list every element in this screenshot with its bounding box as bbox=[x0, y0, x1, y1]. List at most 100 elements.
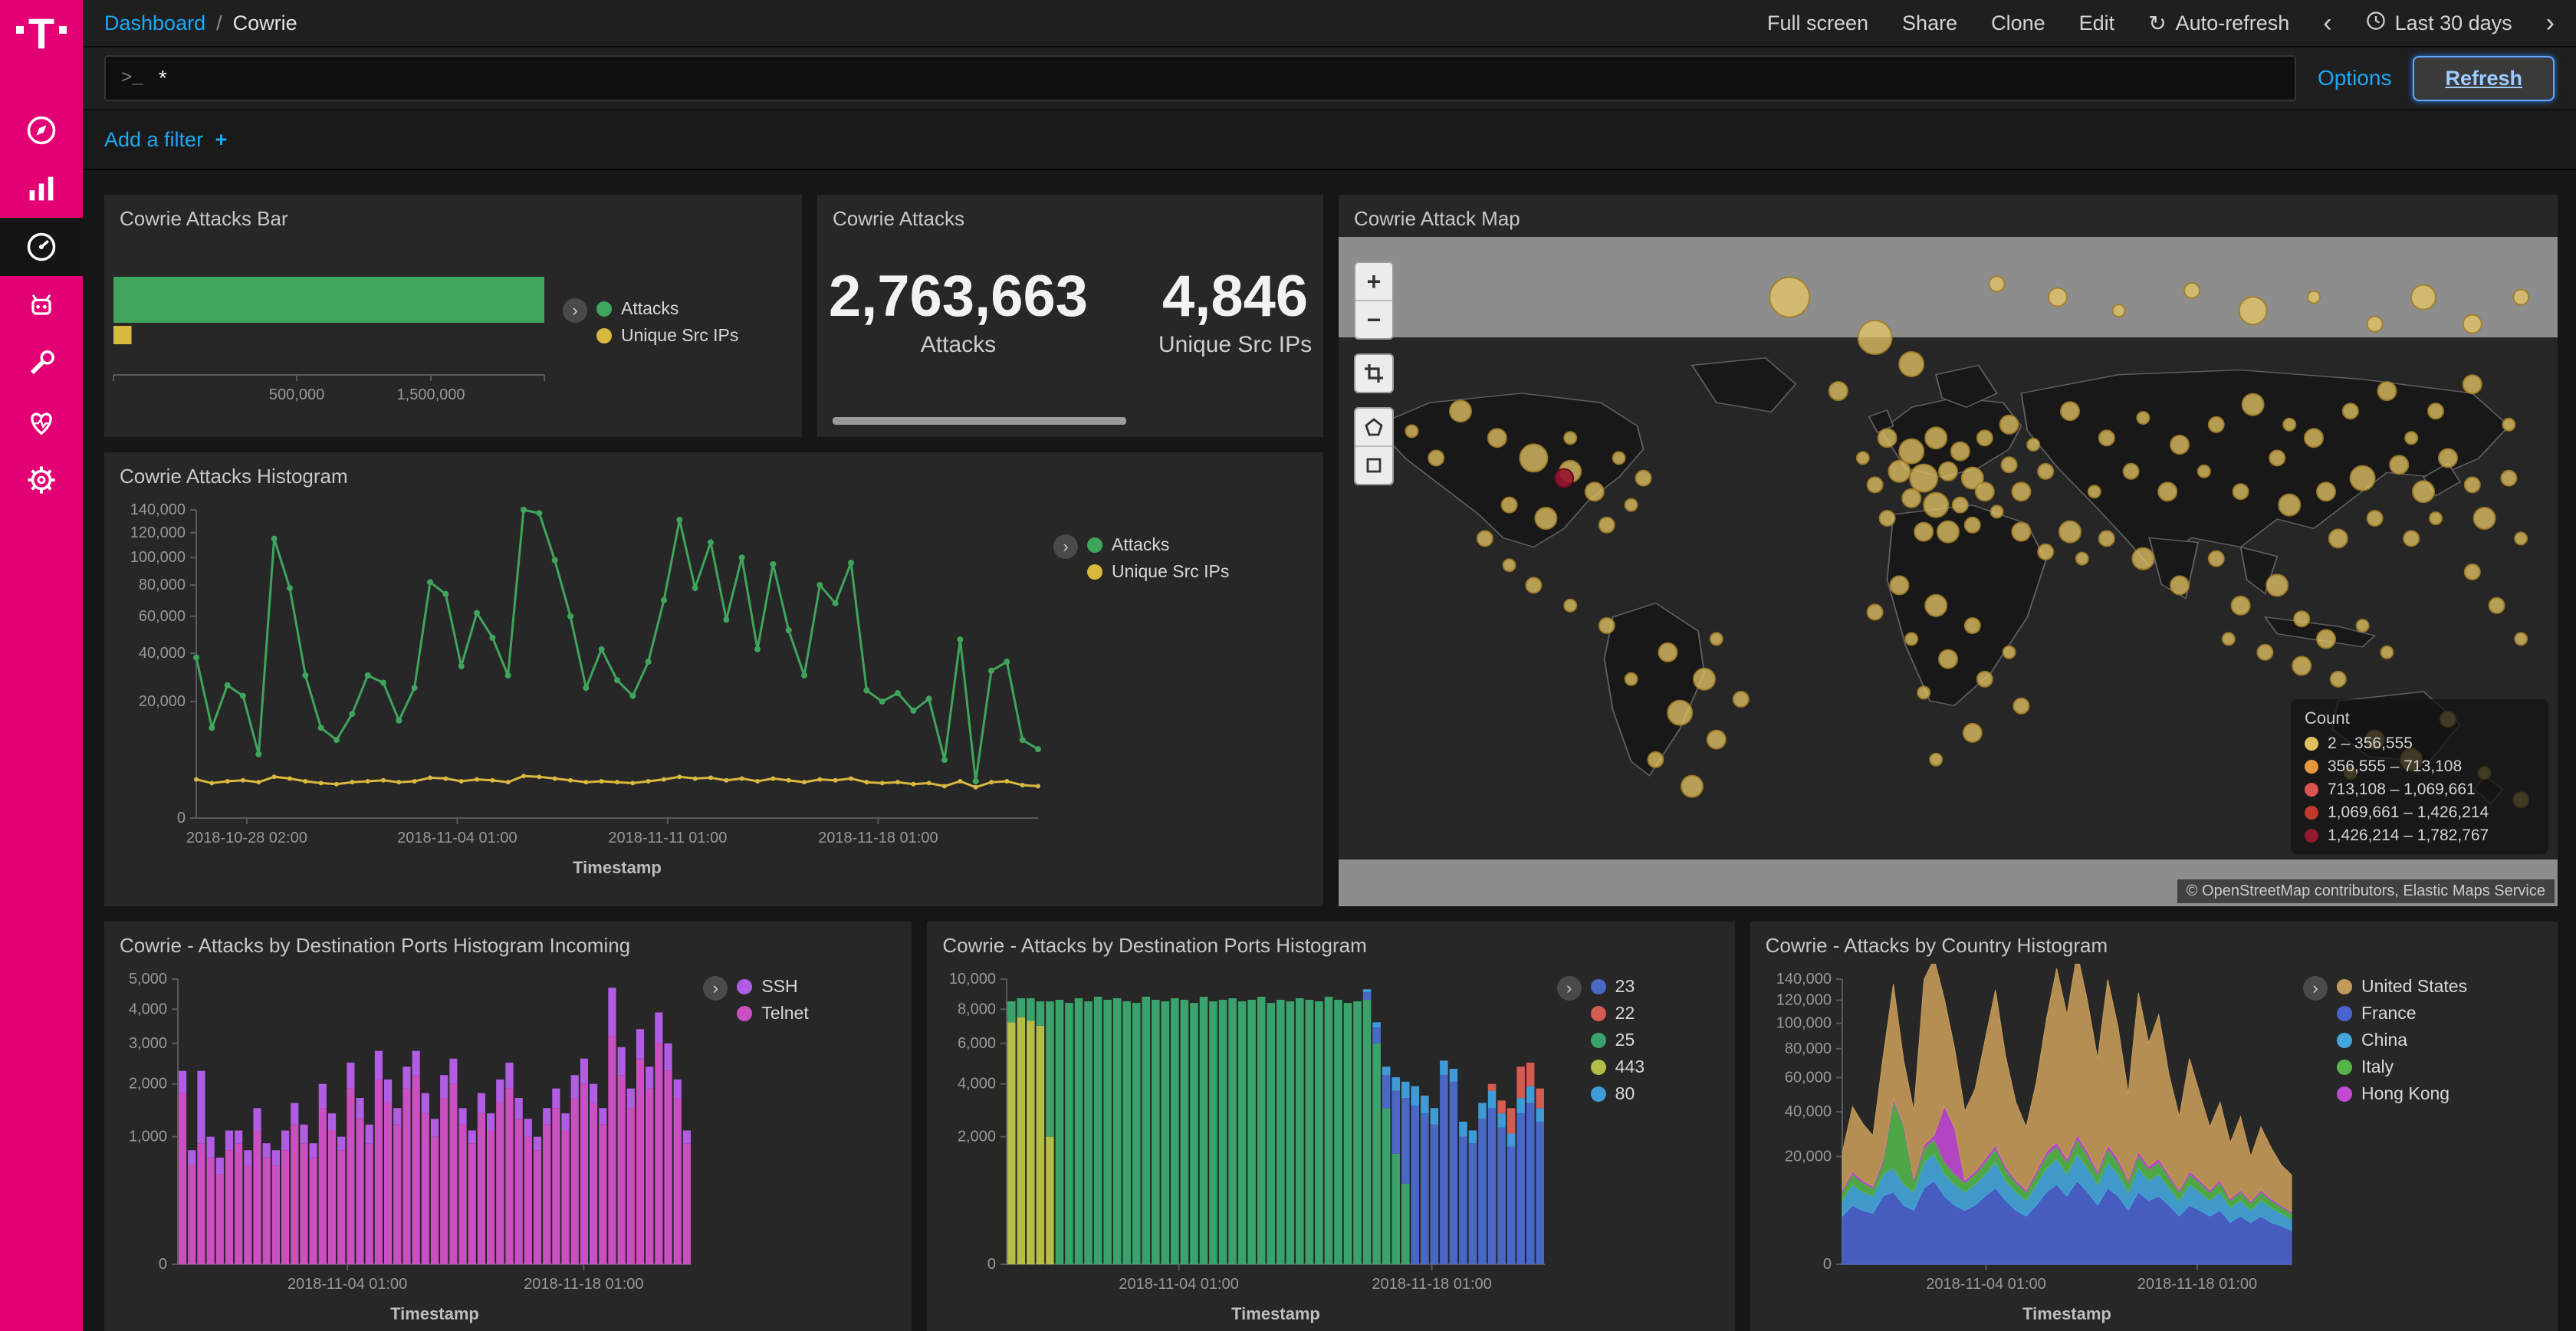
country-histogram-chart[interactable]: 0 20,000 40,000 60,000 80,000 100,000 120,000 1… bbox=[1750, 964, 2303, 1331]
t-mobile-logo[interactable]: T bbox=[0, 0, 83, 101]
map-legend-color-dot bbox=[2305, 829, 2318, 843]
zoom-out-button[interactable]: − bbox=[1355, 301, 1392, 338]
legend-color-dot bbox=[2336, 1005, 2352, 1021]
legend-item[interactable]: China bbox=[2336, 1030, 2467, 1050]
attacks-histogram-chart[interactable]: 0 20,000 40,000 60,000 80,000 100,000 120,000 1… bbox=[104, 495, 1053, 906]
legend-color-dot bbox=[596, 301, 612, 317]
svg-text:2,000: 2,000 bbox=[129, 1076, 167, 1093]
map-legend-row: 356,555 – 713,108 bbox=[2305, 758, 2535, 776]
options-link[interactable]: Options bbox=[2317, 66, 2392, 90]
attacks-bar-chart[interactable]: 500,000 1,500,000 bbox=[104, 237, 563, 433]
panel-country-histogram: Cowrie - Attacks by Country Histogram 0 2… bbox=[1750, 922, 2558, 1331]
dashboard-grid: Cowrie Attacks Bar 500,000 1,500,000 › At… bbox=[83, 170, 2576, 1331]
legend-item[interactable]: 80 bbox=[1590, 1083, 1644, 1104]
map-count-legend: Count 2 – 356,555 356,555 – 713,108 713,10… bbox=[2291, 699, 2548, 854]
legend-toggle-icon[interactable]: › bbox=[1556, 976, 1582, 1001]
sidebar-item-discover[interactable] bbox=[0, 101, 83, 159]
attack-points-layer bbox=[1405, 275, 2530, 809]
edit-button[interactable]: Edit bbox=[2078, 11, 2115, 35]
full-screen-button[interactable]: Full screen bbox=[1767, 11, 1869, 35]
svg-text:80,000: 80,000 bbox=[1784, 1040, 1831, 1057]
map-attribution[interactable]: © OpenStreetMap contributors, Elastic Ma… bbox=[2177, 879, 2555, 903]
clone-button[interactable]: Clone bbox=[1991, 11, 2045, 35]
legend-item[interactable]: France bbox=[2336, 1003, 2467, 1024]
svg-text:5,000: 5,000 bbox=[129, 971, 167, 988]
panel-cowrie-attacks-histogram: Cowrie Attacks Histogram 0 20,000 40,000 60… bbox=[104, 452, 1323, 906]
svg-text:Timestamp: Timestamp bbox=[573, 858, 662, 877]
refresh-button[interactable]: Refresh bbox=[2413, 55, 2555, 101]
legend-item[interactable]: 25 bbox=[1590, 1030, 1644, 1050]
legend-item[interactable]: Attacks bbox=[596, 298, 738, 319]
legend-item[interactable]: 23 bbox=[1590, 976, 1644, 997]
legend-item[interactable]: United States bbox=[2336, 976, 2467, 997]
svg-text:20,000: 20,000 bbox=[139, 693, 186, 710]
legend-item[interactable]: Unique Src IPs bbox=[596, 325, 738, 346]
fit-data-bounds-button[interactable] bbox=[1355, 355, 1392, 392]
time-range-picker[interactable]: Last 30 days bbox=[2366, 11, 2512, 36]
map-legend-row: 1,069,661 – 1,426,214 bbox=[2305, 804, 2535, 822]
breadcrumb-dashboard-link[interactable]: Dashboard bbox=[104, 11, 206, 35]
svg-text:3,000: 3,000 bbox=[129, 1035, 167, 1052]
search-query-input[interactable]: >_ * bbox=[104, 55, 2296, 101]
legend: United States France China Italy Hong Kong bbox=[2336, 976, 2467, 1104]
legend-color-dot bbox=[2336, 1032, 2352, 1048]
sidebar-item-dashboard[interactable] bbox=[0, 218, 83, 276]
svg-text:500,000: 500,000 bbox=[269, 386, 324, 403]
legend-item-label: Attacks bbox=[621, 298, 679, 318]
legend-toggle-icon[interactable]: › bbox=[1053, 534, 1078, 559]
legend-item-label: SSH bbox=[761, 976, 798, 996]
svg-text:0: 0 bbox=[987, 1256, 996, 1273]
rectangle-select-button[interactable] bbox=[1355, 447, 1392, 484]
legend-color-dot bbox=[1590, 978, 1606, 994]
add-filter-link[interactable]: Add a filter + bbox=[104, 128, 227, 152]
legend-color-dot bbox=[1590, 1086, 1606, 1102]
svg-text:1,000: 1,000 bbox=[129, 1129, 167, 1145]
dashboard-gauge-icon bbox=[25, 230, 58, 264]
share-button[interactable]: Share bbox=[1902, 11, 1958, 35]
ports-incoming-chart[interactable]: 0 1,000 2,000 3,000 4,000 5,000 2018-11-04 01:… bbox=[104, 964, 703, 1331]
sidebar-item-bug[interactable] bbox=[0, 276, 83, 334]
legend-item[interactable]: Telnet bbox=[737, 1003, 809, 1024]
map-legend-range-label: 2 – 356,555 bbox=[2328, 735, 2413, 752]
sidebar-item-management[interactable] bbox=[0, 451, 83, 509]
auto-refresh-button[interactable]: ↻ Auto-refresh bbox=[2148, 11, 2289, 36]
legend-toggle-icon[interactable]: › bbox=[563, 298, 587, 323]
legend-item[interactable]: 22 bbox=[1590, 1003, 1644, 1024]
svg-text:0: 0 bbox=[177, 810, 186, 827]
logo-letter: T bbox=[28, 9, 55, 58]
sidebar-item-visualize[interactable] bbox=[0, 159, 83, 218]
svg-text:120,000: 120,000 bbox=[130, 524, 186, 541]
legend: Attacks Unique Src IPs bbox=[596, 298, 738, 346]
horizontal-scrollbar[interactable] bbox=[833, 417, 1126, 425]
legend-item[interactable]: Unique Src IPs bbox=[1087, 561, 1229, 582]
svg-text:40,000: 40,000 bbox=[139, 645, 186, 662]
legend-item-label: China bbox=[2361, 1030, 2408, 1050]
zoom-in-button[interactable]: + bbox=[1355, 263, 1392, 301]
panel-title: Cowrie - Attacks by Destination Ports Hi… bbox=[120, 934, 631, 957]
legend-item[interactable]: Attacks bbox=[1087, 534, 1229, 555]
legend-item[interactable]: Italy bbox=[2336, 1057, 2467, 1077]
ports-histogram-chart[interactable]: 0 2,000 4,000 6,000 8,000 10,000 2018-11-04 01… bbox=[927, 964, 1556, 1331]
legend-color-dot bbox=[737, 978, 753, 994]
polygon-select-button[interactable] bbox=[1355, 409, 1392, 447]
svg-text:8,000: 8,000 bbox=[958, 1001, 996, 1017]
gear-icon bbox=[25, 463, 58, 497]
time-forward-chevron-icon[interactable]: › bbox=[2545, 8, 2555, 38]
plus-icon: + bbox=[215, 127, 228, 151]
logo-square-right bbox=[59, 26, 67, 34]
legend-item[interactable]: 443 bbox=[1590, 1057, 1644, 1077]
main-area: Dashboard / Cowrie Full screen Share Clo… bbox=[83, 0, 2576, 1331]
heartbeat-icon bbox=[25, 405, 58, 439]
attack-map-canvas[interactable]: + − bbox=[1339, 237, 2558, 906]
sidebar-item-devtools[interactable] bbox=[0, 334, 83, 393]
sidebar-item-monitoring[interactable] bbox=[0, 393, 83, 451]
svg-text:140,000: 140,000 bbox=[1776, 971, 1831, 988]
legend-item[interactable]: Hong Kong bbox=[2336, 1083, 2467, 1104]
legend-toggle-icon[interactable]: › bbox=[703, 976, 728, 1001]
metric-label: Attacks bbox=[920, 331, 997, 357]
legend-item[interactable]: SSH bbox=[737, 976, 808, 997]
legend: Attacks Unique Src IPs bbox=[1087, 534, 1229, 582]
legend-toggle-icon[interactable]: › bbox=[2302, 976, 2328, 1001]
panel-ports-histogram: Cowrie - Attacks by Destination Ports Hi… bbox=[927, 922, 1735, 1331]
time-back-chevron-icon[interactable]: ‹ bbox=[2323, 8, 2332, 38]
